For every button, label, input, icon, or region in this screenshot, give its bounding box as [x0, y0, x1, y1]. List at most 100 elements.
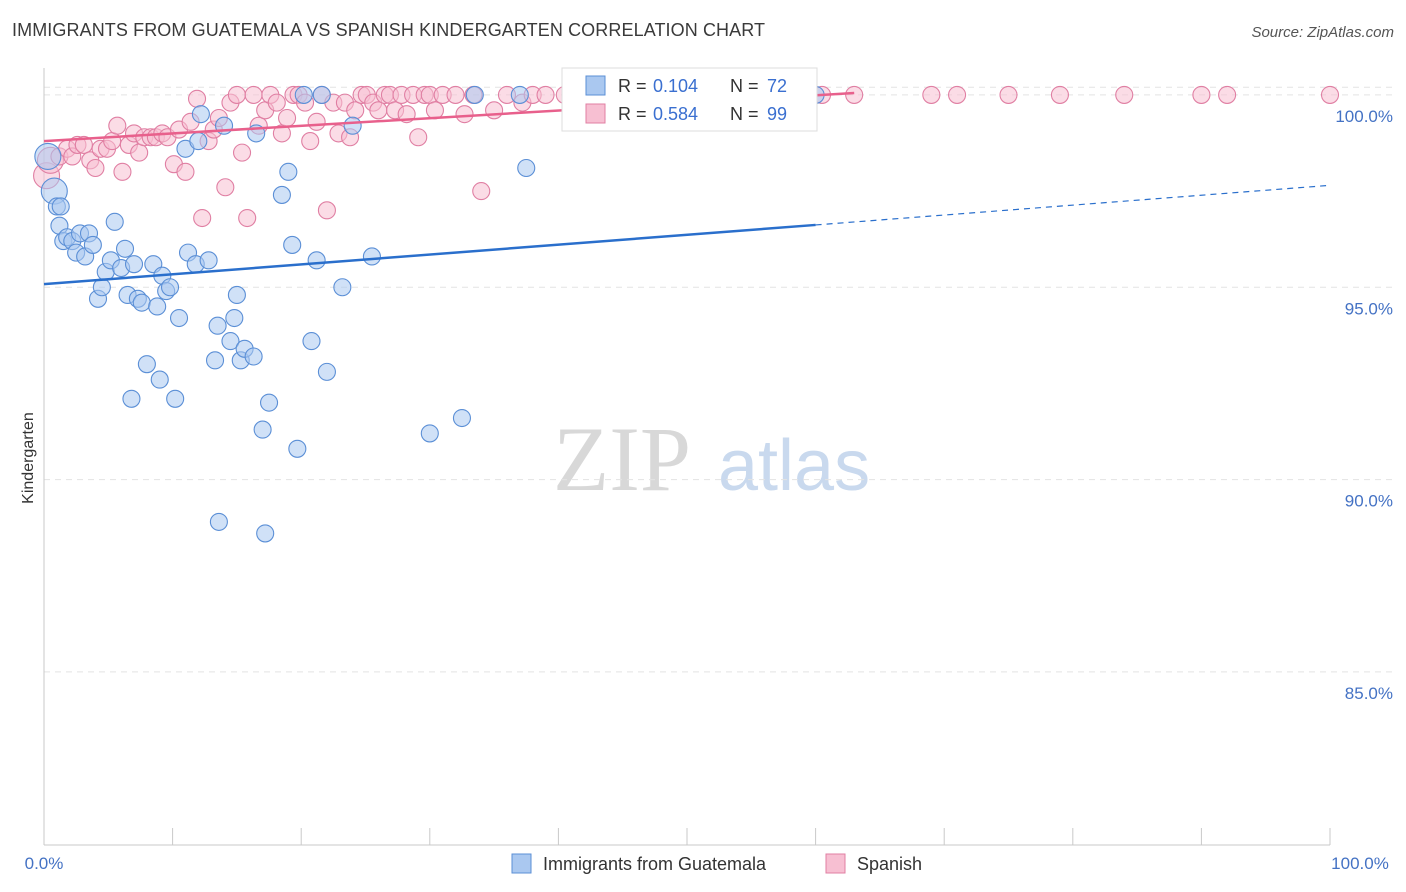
spanish-point-33 — [227, 85, 246, 104]
x-tick-label-0: 0.0% — [25, 854, 64, 873]
spanish-point-34 — [232, 143, 252, 162]
watermark-zip: ZIP — [553, 408, 691, 510]
y-tick-label-1: 95.0% — [1345, 299, 1393, 318]
legend-n-value-1: 99 — [767, 104, 787, 124]
guatemala-point-64 — [510, 85, 529, 104]
guatemala-point-23 — [137, 355, 156, 374]
guatemala-point-28 — [160, 278, 180, 297]
spanish-point-78 — [536, 85, 555, 104]
guatemala-point-47 — [253, 420, 272, 439]
spanish-point-27 — [193, 208, 212, 228]
guatemala-point-62 — [452, 408, 472, 428]
spanish-point-24 — [176, 162, 195, 181]
trend-line-guatemala-extension — [815, 184, 1331, 226]
y-tick-labels: 100.0% 95.0% 90.0% 85.0% — [1335, 107, 1393, 703]
guatemala-point-61 — [420, 424, 439, 443]
spanish-point-35 — [238, 208, 257, 228]
series-guatemala — [34, 85, 825, 543]
guatemala-point-49 — [272, 185, 291, 204]
guatemala-point-55 — [307, 251, 326, 270]
guatemala-point-38 — [208, 316, 227, 335]
spanish-point-42 — [278, 108, 297, 128]
guatemala-point-35 — [191, 105, 210, 124]
source-label: Source: ZipAtlas.com — [1251, 24, 1394, 41]
guatemala-point-48 — [259, 393, 279, 412]
guatemala-point-30 — [169, 308, 189, 328]
spanish-point-54 — [346, 101, 365, 120]
guatemala-point-25 — [148, 297, 167, 316]
bottom-legend-label-0: Immigrants from Guatemala — [543, 854, 767, 874]
guatemala-point-67 — [51, 197, 70, 216]
spanish-point-91 — [922, 85, 941, 104]
legend-r-label-1: R = — [618, 104, 647, 124]
guatemala-point-34 — [189, 132, 208, 151]
spanish-point-94 — [1050, 85, 1069, 104]
spanish-point-97 — [1218, 85, 1237, 104]
spanish-point-93 — [999, 85, 1018, 104]
legend-n-label-1: N = — [730, 104, 759, 124]
guatemala-point-65 — [517, 158, 536, 178]
spanish-point-11 — [103, 132, 122, 151]
guatemala-point-45 — [244, 347, 263, 366]
chart-title: IMMIGRANTS FROM GUATEMALA VS SPANISH KIN… — [12, 20, 766, 40]
guatemala-point-69 — [150, 370, 169, 389]
guatemala-point-50 — [279, 162, 298, 181]
x-tick-label-1: 100.0% — [1331, 854, 1389, 873]
bottom-legend-swatch-blue — [511, 853, 532, 874]
spanish-point-46 — [301, 132, 320, 151]
gridlines — [44, 86, 1395, 673]
guatemala-point-22 — [132, 293, 151, 312]
guatemala-point-56 — [312, 85, 331, 104]
legend-swatch-blue — [585, 75, 606, 96]
spanish-point-95 — [1115, 85, 1134, 104]
guatemala-point-60 — [362, 247, 381, 266]
guatemala-point-36 — [199, 251, 218, 270]
spanish-point-58 — [369, 101, 388, 120]
guatemala-point-63 — [465, 85, 484, 104]
guatemala-point-71 — [256, 524, 275, 543]
guatemala-point-70 — [209, 512, 228, 531]
y-tick-label-0: 100.0% — [1335, 107, 1393, 126]
guatemala-point-40 — [221, 332, 240, 351]
bottom-legend-swatch-pink — [825, 853, 846, 874]
spanish-point-13 — [113, 162, 132, 181]
spanish-point-92 — [948, 85, 967, 104]
guatemala-point-58 — [333, 278, 352, 297]
guatemala-point-41 — [225, 308, 244, 328]
y-tick-label-2: 90.0% — [1345, 492, 1393, 511]
spanish-point-6 — [74, 135, 93, 154]
spanish-point-40 — [267, 93, 286, 112]
y-axis-label: Kindergarten — [20, 412, 37, 504]
spanish-point-70 — [446, 85, 465, 104]
trend-line-guatemala — [43, 223, 816, 286]
guatemala-point-16 — [105, 212, 124, 231]
guatemala-point-42 — [227, 285, 246, 304]
guatemala-point-57 — [317, 362, 336, 381]
legend-box: R = 0.104 N = 72 R = 0.584 N = 99 — [561, 67, 818, 132]
watermark: ZIP atlas — [553, 408, 870, 510]
legend-r-value-1: 0.584 — [653, 104, 698, 124]
guatemala-point-37 — [205, 351, 225, 370]
legend-swatch-pink — [585, 103, 606, 124]
spanish-point-12 — [108, 116, 127, 135]
spanish-point-96 — [1192, 85, 1211, 104]
legend-n-value-0: 72 — [767, 76, 787, 96]
watermark-atlas: atlas — [718, 426, 870, 506]
spanish-point-68 — [425, 101, 444, 120]
spanish-point-16 — [130, 143, 149, 162]
guatemala-point-52 — [288, 439, 307, 458]
legend-n-label-0: N = — [730, 76, 759, 96]
bottom-legend: Immigrants from Guatemala Spanish — [511, 853, 922, 874]
spanish-point-73 — [472, 182, 491, 201]
guatemala-point-54 — [302, 332, 321, 351]
x-ticks — [43, 828, 1331, 845]
guatemala-point-68 — [122, 389, 141, 408]
spanish-point-65 — [409, 128, 428, 147]
guatemala-point-53 — [294, 85, 313, 104]
spanish-point-98 — [1320, 85, 1340, 104]
guatemala-point-18 — [115, 239, 135, 258]
guatemala-point-0 — [34, 142, 62, 171]
guatemala-point-11 — [83, 235, 102, 254]
spanish-point-8 — [86, 158, 105, 178]
